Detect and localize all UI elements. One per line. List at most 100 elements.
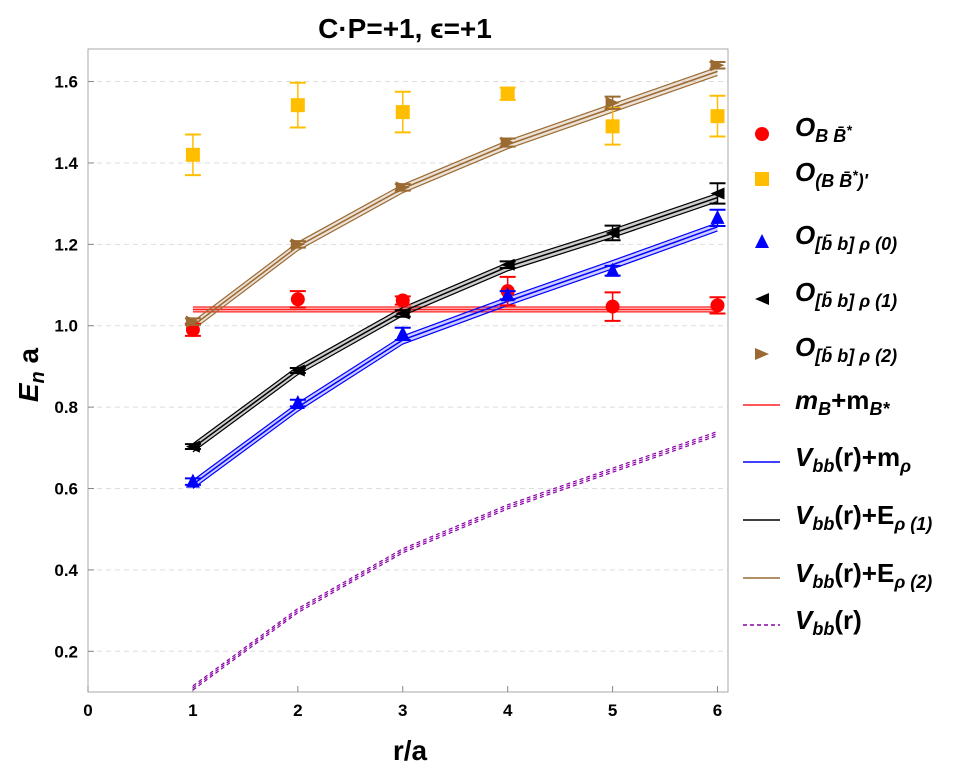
legend-marker: [755, 234, 769, 248]
legend-entry: O(B B̄*)': [795, 157, 868, 192]
data-point: [605, 119, 620, 134]
legend-sub: B B̄*: [815, 122, 852, 146]
y-tick-label: 1.6: [54, 73, 78, 92]
data-point: [185, 322, 200, 337]
data-point: [710, 298, 725, 313]
legend-main: O: [795, 332, 816, 362]
series-line-edge: [192, 435, 718, 691]
y-tick-label: 1.2: [54, 235, 78, 254]
legend-part: (r)+E: [834, 500, 895, 530]
legend-part: V: [795, 605, 813, 635]
data-point: [395, 325, 410, 340]
data-point: [605, 96, 620, 109]
legend-sub: bb: [812, 514, 835, 534]
legend-entry: O[b̄ b] ρ (2): [795, 332, 897, 367]
legend-main: O: [795, 220, 816, 250]
legend-part: V: [795, 500, 813, 530]
x-tick-label: 3: [398, 701, 407, 720]
data-point: [185, 440, 200, 453]
data-point: [185, 315, 200, 328]
series-line-edge: [192, 74, 718, 331]
y-tick-label: 0.4: [54, 561, 78, 580]
y-tick-label: 1.0: [54, 317, 78, 336]
series-line: [192, 433, 718, 689]
x-tick-label: 6: [713, 701, 722, 720]
data-point: [500, 258, 515, 271]
x-tick-label: 1: [188, 701, 197, 720]
legend-marker: [755, 127, 769, 141]
plot-frame: [87, 48, 729, 693]
series-line-edge: [192, 430, 718, 687]
legend-part: V: [795, 558, 813, 588]
legend-part: +m: [831, 385, 870, 415]
y-tick-label: 1.4: [54, 154, 78, 173]
legend-main: O: [795, 157, 816, 187]
y-tick-label: 0.6: [54, 480, 78, 499]
series-line-edge: [192, 201, 718, 453]
data-point: [500, 287, 515, 302]
data-point: [290, 98, 305, 113]
series-line-edge: [192, 192, 718, 445]
data-point: [710, 187, 725, 200]
legend-entry: Vbb(r)+Eρ (1): [795, 500, 932, 535]
x-tick-label: 2: [293, 701, 302, 720]
legend-sub: bb: [812, 619, 835, 639]
data-point: [290, 395, 305, 410]
legend-sub: [b̄ b] ρ (2): [815, 346, 898, 366]
data-point: [500, 136, 515, 149]
legend-sub: (B B̄*)': [815, 167, 868, 191]
data-point: [290, 292, 305, 307]
data-point: [185, 473, 200, 488]
legend-part: (r): [834, 605, 862, 635]
data-point: [185, 147, 200, 162]
x-tick-label: 4: [503, 701, 513, 720]
data-point: [395, 307, 410, 320]
legend-sub: [b̄ b] ρ (0): [815, 234, 898, 254]
legend-marker: [755, 348, 769, 360]
series-line-edge: [192, 66, 718, 323]
x-tick-label: 5: [608, 701, 617, 720]
legend-sub: ρ (2): [894, 572, 933, 592]
legend-sub: [b̄ b] ρ (1): [815, 291, 898, 311]
legend-sub: B: [818, 399, 832, 419]
series-line-edge: [192, 222, 718, 481]
legend-part: V: [795, 442, 813, 472]
data-point: [605, 299, 620, 314]
data-point: [605, 226, 620, 239]
series-line: [192, 70, 718, 327]
x-tick-label: 0: [83, 701, 92, 720]
legend-entry: Vbb(r)+Eρ (2): [795, 558, 932, 593]
data-point: [500, 86, 515, 101]
data-point: [395, 105, 410, 120]
legend-entry: O[b̄ b] ρ (0): [795, 220, 897, 255]
legend-part: (r)+E: [834, 558, 895, 588]
series-line: [192, 196, 718, 449]
y-label-suffix: a: [13, 347, 44, 371]
legend-entry: O[b̄ b] ρ (1): [795, 277, 897, 312]
legend-marker: [755, 172, 769, 186]
series-line: [192, 226, 718, 486]
legend-sub: B*: [869, 399, 890, 419]
series-line-edge: [192, 230, 718, 490]
legend-sub: ρ: [900, 456, 911, 476]
legend-entry: OB B̄*: [795, 112, 852, 147]
legend-entry: Vbb(r)+mρ: [795, 442, 911, 477]
legend-sub: ρ (1): [894, 514, 933, 534]
legend-sub: bb: [812, 456, 835, 476]
chart-title: C·P=+1, ϵ=+1: [318, 13, 492, 44]
legend-sub: bb: [812, 572, 835, 592]
data-point: [290, 364, 305, 377]
y-axis-label: En a: [13, 347, 49, 402]
legend-part: m: [795, 385, 819, 415]
data-point: [605, 262, 620, 277]
data-point: [290, 238, 305, 251]
y-label-main: E: [13, 382, 44, 402]
data-point: [710, 59, 725, 72]
data-point: [395, 181, 410, 194]
legend-part: (r)+m: [834, 442, 901, 472]
legend-main: O: [795, 112, 816, 142]
x-axis-label: r/a: [393, 735, 428, 766]
legend-marker: [755, 293, 769, 305]
